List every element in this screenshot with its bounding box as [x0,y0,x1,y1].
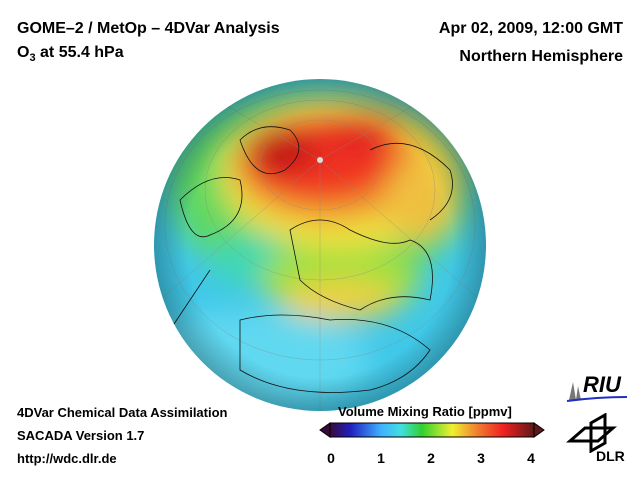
dlr-logo-mark [565,413,618,453]
region-label: Northern Hemisphere [459,48,623,65]
colorbar-tick: 3 [477,450,485,466]
colorbar-tick: 2 [427,450,435,466]
colorbar-min-arrow [319,422,331,438]
colorbar-tick: 4 [527,450,535,466]
species-label: O3 at 55.4 hPa [17,44,124,65]
colorbar [319,422,545,438]
map-title: GOME–2 / MetOp – 4DVar Analysis [17,20,280,37]
riu-logo: RIU [565,372,635,406]
footer-line2: SACADA Version 1.7 [17,428,145,443]
colorbar-max-arrow [533,422,545,438]
riu-logo-mark [566,382,628,402]
colorbar-title: Volume Mixing Ratio [ppmv] [338,404,512,419]
footer-line1: 4DVar Chemical Data Assimilation [17,405,228,420]
colorbar-tick: 0 [327,450,335,466]
dlr-logo: DLR [565,413,635,468]
datetime-label: Apr 02, 2009, 12:00 GMT [438,20,623,37]
footer-url[interactable]: http://wdc.dlr.de [17,451,117,466]
colorbar-tick: 1 [377,450,385,466]
